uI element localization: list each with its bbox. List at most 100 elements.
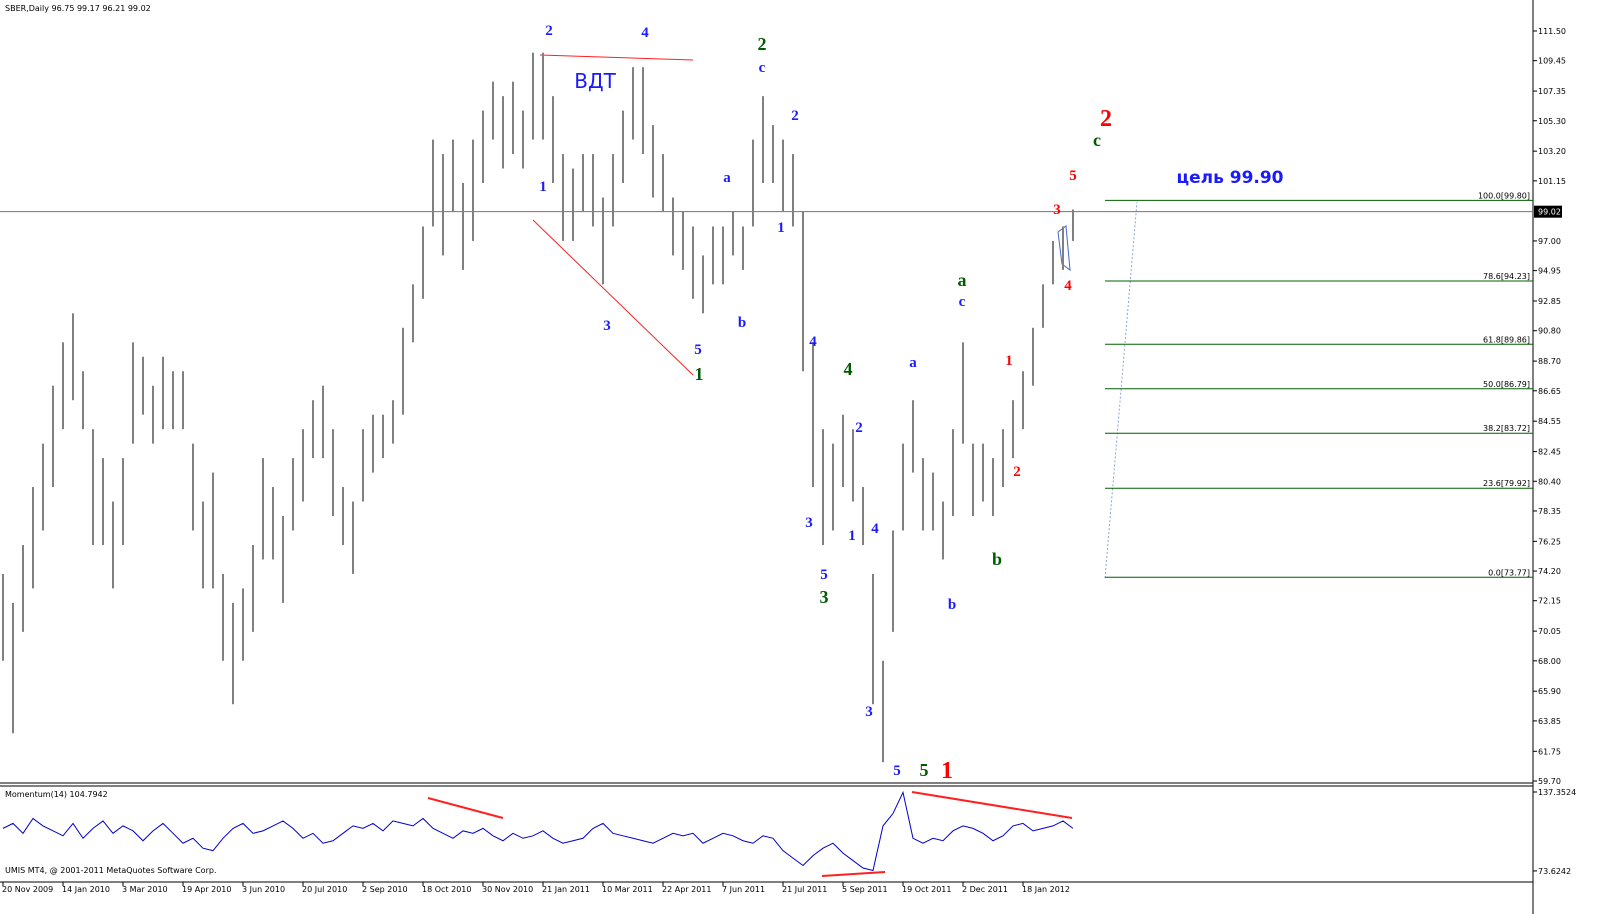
- x-tick-label: 3 Mar 2010: [122, 885, 168, 894]
- last-price-box: [1534, 205, 1562, 218]
- wave-label: 3: [1053, 202, 1061, 218]
- y-tick-label: 70.05: [1538, 627, 1561, 636]
- wave-label: 4: [809, 334, 817, 350]
- wave-label: 3: [805, 515, 813, 531]
- y-tick-label: 103.20: [1538, 147, 1566, 156]
- y-tick-label: 88.70: [1538, 357, 1561, 366]
- y-tick-label: 97.00: [1538, 237, 1561, 246]
- y-tick-label: 82.45: [1538, 448, 1561, 457]
- trend-line: [821, 871, 886, 877]
- wave-label: b: [738, 315, 746, 331]
- fib-label: 0.0[73.77]: [1488, 568, 1530, 577]
- wave-label: c: [959, 294, 966, 310]
- x-tick-label: 21 Jul 2011: [782, 885, 827, 894]
- x-tick-label: 20 Nov 2009: [2, 885, 53, 894]
- x-tick-label: 3 Jun 2010: [242, 885, 285, 894]
- wave-label: 4: [844, 359, 853, 379]
- y-tick-label: 61.75: [1538, 747, 1561, 756]
- wave-label: 4: [871, 521, 879, 537]
- wave-label: 1: [1005, 353, 1013, 369]
- fib-label: 50.0[86.79]: [1483, 380, 1530, 389]
- wave-label: 1: [941, 758, 953, 784]
- fib-label: 78.6[94.23]: [1483, 272, 1530, 281]
- y-tick-label: 90.80: [1538, 327, 1561, 336]
- wave-label: a: [723, 170, 731, 186]
- x-tick-label: 21 Jan 2011: [542, 885, 590, 894]
- y-tick-label: 63.85: [1538, 717, 1561, 726]
- wave-label: 1: [695, 364, 704, 384]
- y-tick-label: 72.15: [1538, 597, 1561, 606]
- footer: UMIS MT4, @ 2001-2011 MetaQuotes Softwar…: [5, 866, 217, 875]
- last-price-label: 99.02: [1538, 208, 1561, 217]
- y-tick-label: 78.35: [1538, 507, 1561, 516]
- wave-label: 5: [1069, 168, 1077, 184]
- y-tick-label: 84.55: [1538, 417, 1561, 426]
- y-tick-label: 68.00: [1538, 657, 1561, 666]
- wave-label: цель 99.90: [1176, 168, 1283, 188]
- y-tick-label: 80.40: [1538, 477, 1561, 486]
- wave-label: a: [958, 270, 967, 290]
- x-tick-label: 18 Jan 2012: [1022, 885, 1070, 894]
- wave-label: 2: [855, 420, 863, 436]
- trend-line: [532, 219, 694, 376]
- x-tick-label: 20 Jul 2010: [302, 885, 347, 894]
- wave-label: 1: [777, 220, 785, 236]
- fib-label: 38.2[83.72]: [1483, 424, 1530, 433]
- wave-label: c: [759, 60, 766, 76]
- y-tick-label: 111.50: [1538, 27, 1566, 36]
- x-tick-label: 22 Apr 2011: [662, 885, 711, 894]
- y-tick-label: 92.85: [1538, 297, 1561, 306]
- y-tick-label: 65.90: [1538, 687, 1561, 696]
- y-tick-label: 73.6242: [1538, 867, 1571, 876]
- x-tick-label: 19 Oct 2011: [902, 885, 951, 894]
- x-tick-label: 18 Oct 2010: [422, 885, 471, 894]
- y-tick-label: 74.20: [1538, 567, 1561, 576]
- wave-label: b: [992, 549, 1002, 569]
- y-tick-label: 86.65: [1538, 387, 1561, 396]
- momentum-title: Momentum(14) 104.7942: [5, 790, 108, 799]
- trend-line: [427, 797, 504, 819]
- wave-label: 5: [920, 760, 929, 780]
- trend-line: [911, 791, 1073, 819]
- x-tick-label: 14 Jan 2010: [62, 885, 110, 894]
- chart-title: SBER,Daily 96.75 99.17 96.21 99.02: [5, 4, 151, 13]
- wave-label: b: [948, 597, 956, 613]
- trend-line: [539, 54, 694, 61]
- momentum-line: [2, 790, 1074, 872]
- wave-label: c: [1093, 130, 1101, 150]
- y-tick-label: 109.45: [1538, 57, 1566, 66]
- wave-label: 3: [865, 704, 873, 720]
- x-tick-label: 7 Jun 2011: [722, 885, 765, 894]
- fib-label: 23.6[79.92]: [1483, 479, 1530, 488]
- x-tick-label: 30 Nov 2010: [482, 885, 533, 894]
- wave-label: 2: [1100, 106, 1112, 132]
- wave-label: 1: [848, 528, 856, 544]
- wave-label: 5: [694, 342, 702, 358]
- wave-label: 4: [641, 25, 649, 41]
- y-tick-label: 107.35: [1538, 87, 1566, 96]
- y-tick-label: 94.95: [1538, 267, 1561, 276]
- wave-label: 5: [820, 567, 828, 583]
- x-tick-label: 2 Sep 2010: [362, 885, 408, 894]
- x-tick-label: 10 Mar 2011: [602, 885, 653, 894]
- wave-label: 3: [603, 318, 611, 334]
- y-tick-label: 105.30: [1538, 117, 1566, 126]
- y-tick-label: 76.25: [1538, 537, 1561, 546]
- wave-label: 1: [539, 179, 547, 195]
- y-tick-label: 59.70: [1538, 777, 1561, 786]
- wave-label: 2: [791, 108, 799, 124]
- wave-label: 2: [545, 23, 553, 39]
- wave-label: 2: [1013, 464, 1021, 480]
- x-tick-label: 5 Sep 2011: [842, 885, 888, 894]
- wave-label: ВДТ: [574, 69, 616, 93]
- x-tick-label: 19 Apr 2010: [182, 885, 231, 894]
- wave-label: 4: [1064, 278, 1072, 294]
- fib-label: 61.8[89.86]: [1483, 335, 1530, 344]
- wave-label: 2: [758, 34, 767, 54]
- wave-label: 3: [820, 587, 829, 607]
- wave-label: a: [909, 355, 917, 371]
- x-tick-label: 2 Dec 2011: [962, 885, 1008, 894]
- fib-trend: [1104, 201, 1138, 579]
- y-tick-label: 137.3524: [1538, 788, 1576, 797]
